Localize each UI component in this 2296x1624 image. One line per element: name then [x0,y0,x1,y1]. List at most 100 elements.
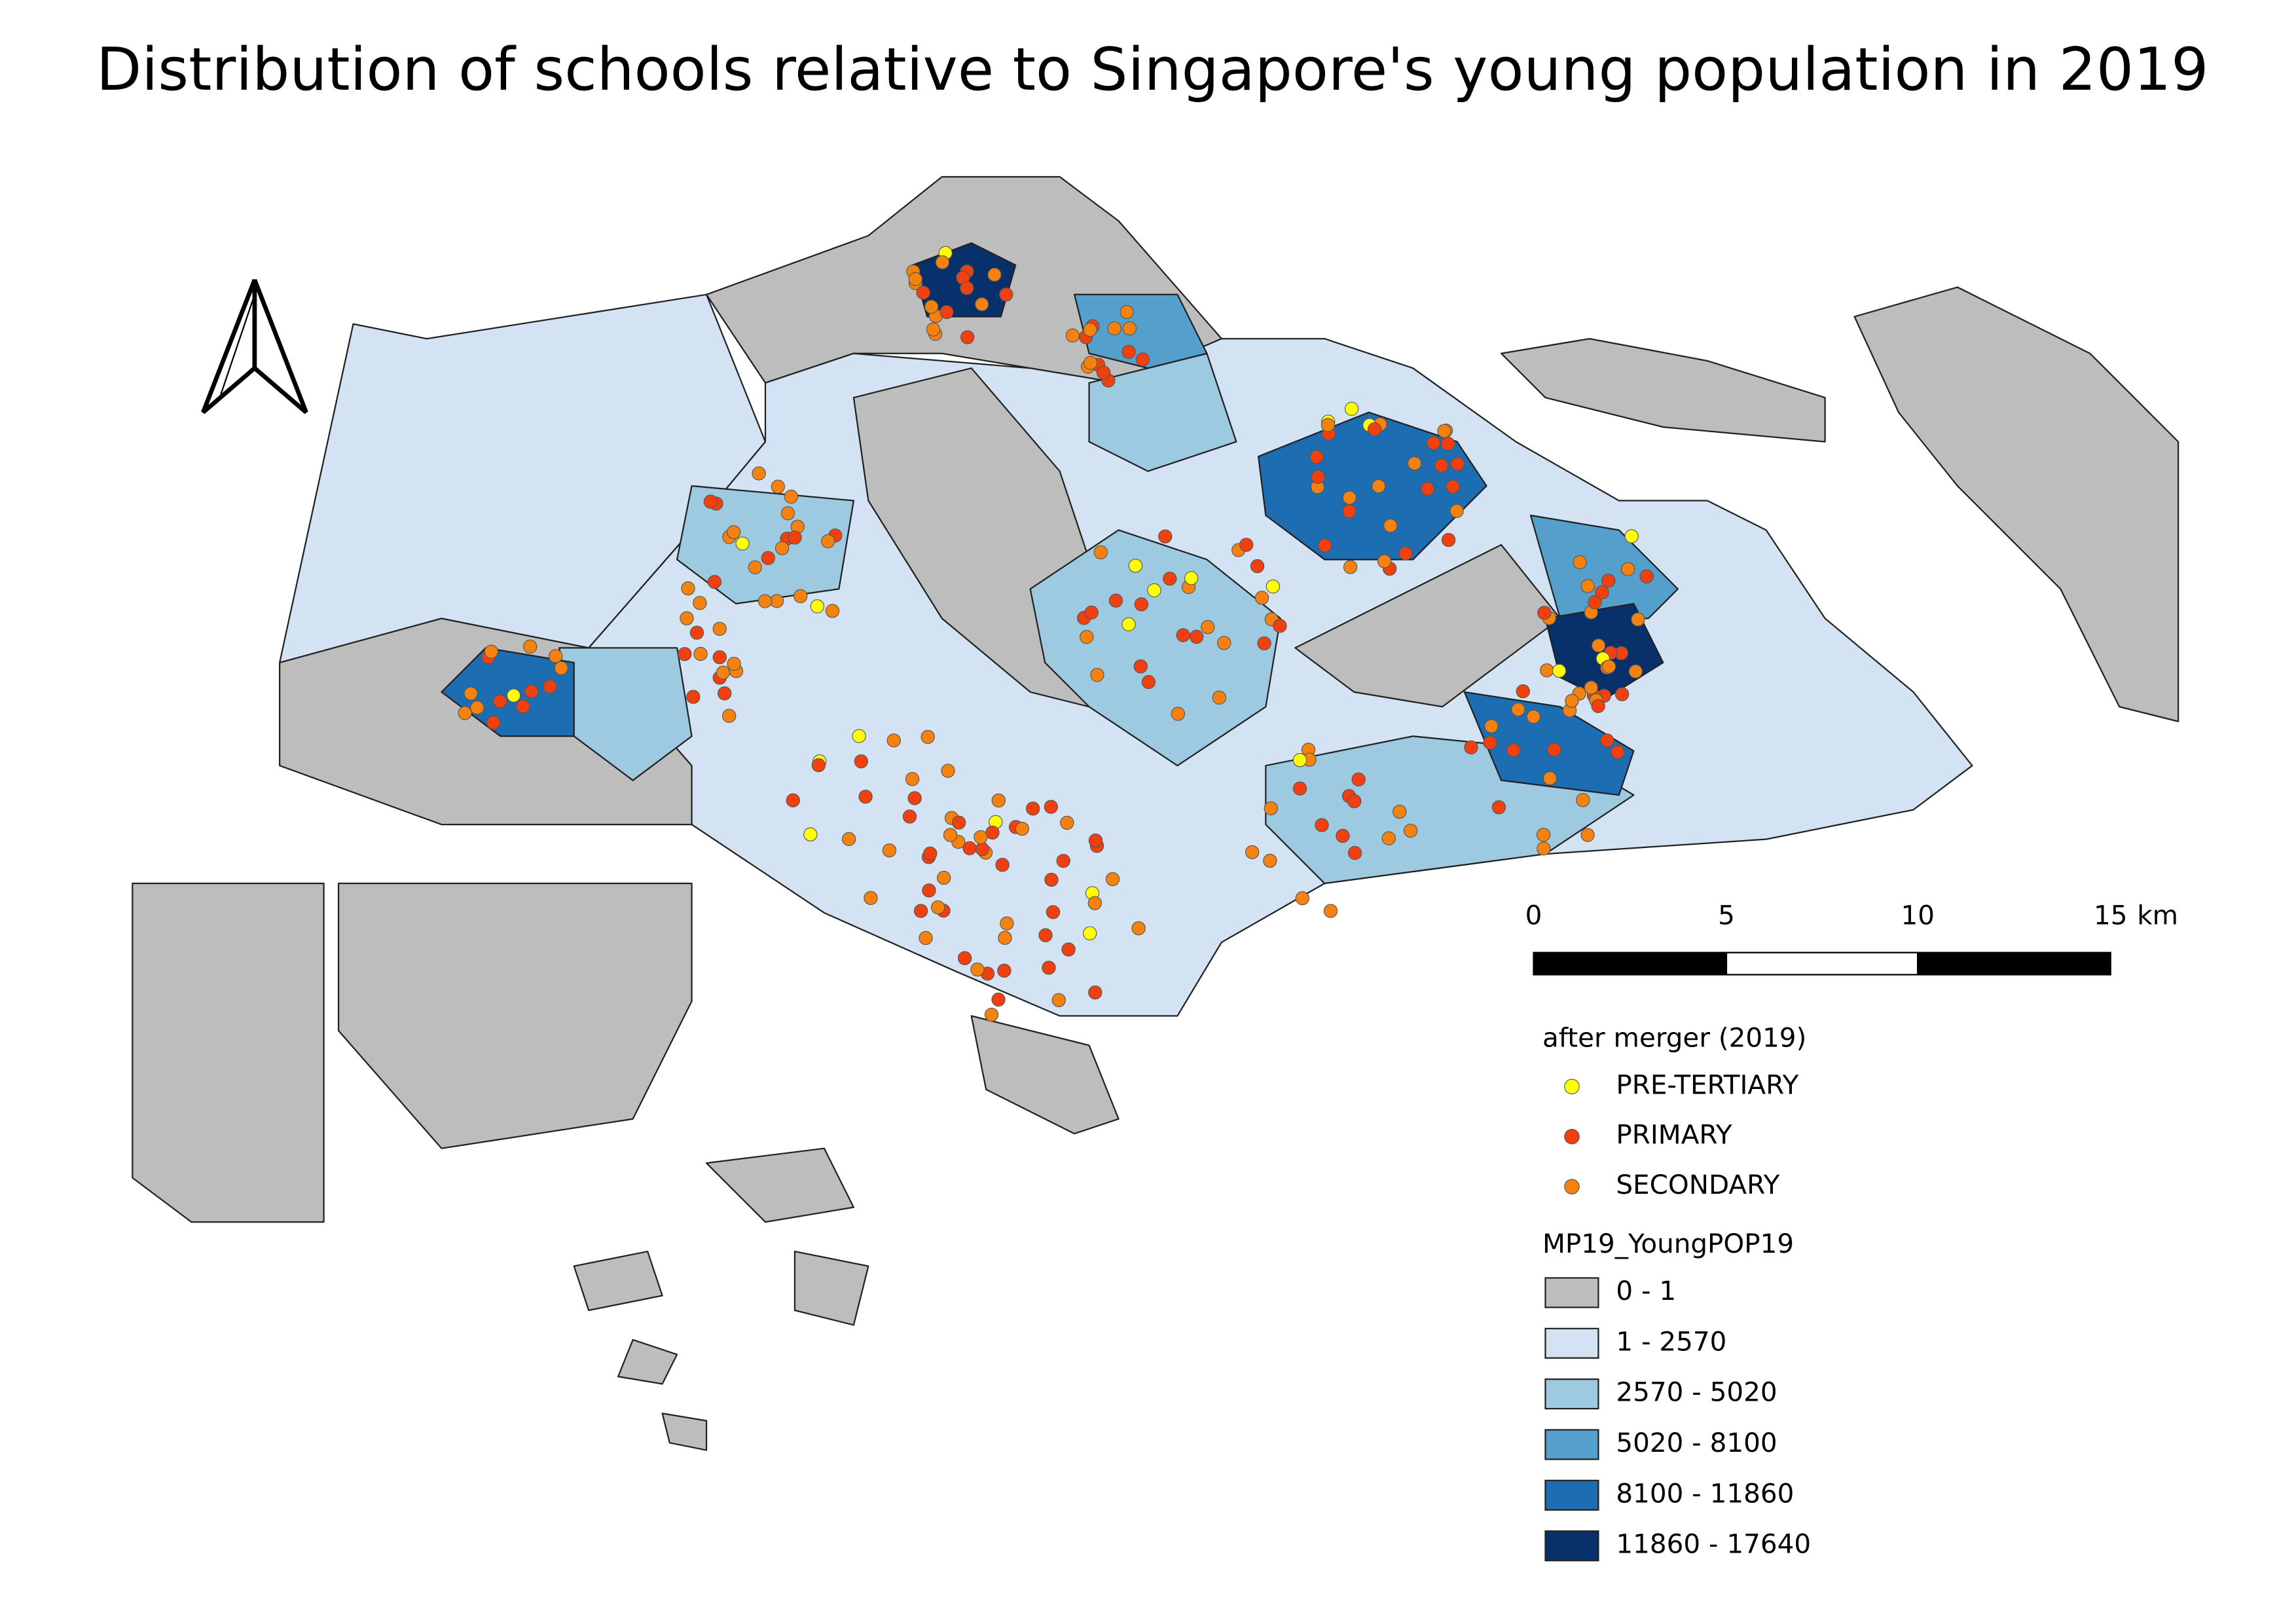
school-point [1309,450,1324,464]
school-point [761,551,775,565]
school-point [458,706,472,720]
school-point [937,870,951,885]
school-point [1317,538,1332,553]
school-point [506,688,521,703]
school-point [1201,619,1215,635]
school-point [1263,853,1277,868]
school-point [484,644,499,659]
region [132,882,325,1223]
school-point [1105,872,1120,887]
school-point [1083,322,1097,337]
region [588,338,1973,1017]
school-point [1601,574,1616,588]
school-point [1624,529,1639,544]
school-point [1044,800,1059,814]
school-point [1096,365,1111,380]
school-point [1266,579,1281,594]
region [661,1412,708,1451]
scale-segment [1917,951,2111,976]
school-point [748,560,762,575]
school-point [1158,529,1173,544]
school-point [689,625,704,640]
school-point [907,791,922,805]
school-point [1133,659,1148,674]
school-point [1056,853,1070,868]
school-point [1347,794,1362,809]
school-point [1403,823,1418,838]
school-point [1398,546,1413,561]
school-point [703,494,718,509]
school-point [1591,638,1606,653]
school-point [780,506,795,521]
school-point [1026,802,1040,816]
school-point [825,604,840,618]
legend-symbol [1564,1079,1580,1095]
school-point [1184,571,1199,585]
school-point [1121,617,1136,632]
school-point [1038,928,1053,942]
school-point [786,793,800,807]
school-point [916,286,930,300]
school-point [913,904,928,918]
region [970,1015,1120,1135]
legend-label: PRE-TERTIARY [1616,1069,1798,1100]
school-point [920,729,935,745]
school-point [693,596,707,610]
legend-label: 2570 - 5020 [1616,1376,1777,1408]
school-point [803,827,818,841]
school-point [931,900,945,915]
region [1529,514,1679,619]
school-point [985,825,1000,840]
school-point [1393,804,1407,819]
school-point [727,656,741,671]
school-point [722,709,737,723]
school-point [1042,961,1056,975]
scale-segment [1725,951,1919,976]
school-point [1526,709,1540,724]
legend-label: 0 - 1 [1616,1275,1676,1306]
school-point [1120,304,1134,320]
region [1500,338,1826,443]
legend-swatch [1544,1429,1599,1460]
school-point [1239,538,1254,552]
school-point [1083,926,1097,940]
school-point [784,489,799,504]
north-arrow-right [252,279,308,415]
school-point [1576,793,1590,807]
school-point [858,789,873,804]
school-point [712,650,727,665]
school-point [935,255,950,270]
region [1853,286,2179,722]
school-point [1323,904,1338,918]
school-point [1264,801,1278,816]
scale-bar [1533,951,2111,976]
school-point [1128,559,1143,573]
school-point [1407,456,1422,471]
school-point [1610,745,1625,760]
school-point [464,686,478,701]
school-point [492,694,507,709]
school-point [926,322,941,337]
school-point [1107,321,1121,336]
school-point [716,665,731,680]
school-point [1171,707,1186,721]
school-point [1250,559,1265,574]
school-point [960,281,974,295]
school-point [1046,905,1061,919]
school-point [678,647,692,661]
legend-label: SECONDARY [1616,1169,1779,1200]
school-point [1245,845,1260,860]
school-point [1580,579,1595,593]
school-point [960,330,975,344]
scale-label: 15 [2094,900,2127,931]
school-point [1441,532,1456,547]
school-point [962,841,977,855]
school-point [693,646,708,661]
school-point [924,299,939,314]
school-point [1044,872,1059,887]
school-point [1190,629,1204,644]
school-point [1484,719,1499,733]
school-point [1347,845,1362,860]
scale-unit: km [2137,900,2178,931]
school-point [1141,674,1156,690]
